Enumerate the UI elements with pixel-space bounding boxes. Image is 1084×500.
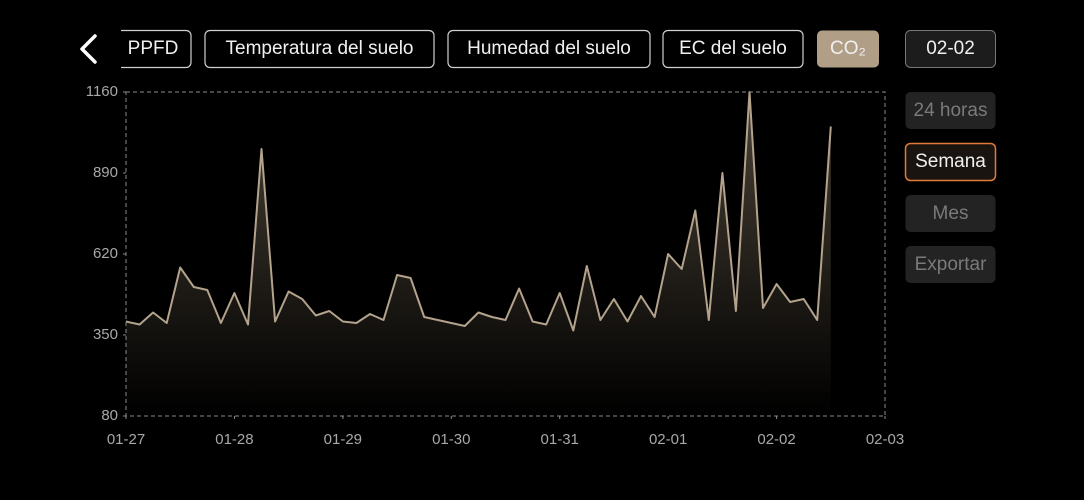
x-tick-label: 01-29 xyxy=(324,431,362,448)
back-button[interactable] xyxy=(80,34,97,64)
side-button-label: Semana xyxy=(915,151,986,172)
side-button[interactable] xyxy=(905,246,996,283)
tab-label: PPFD xyxy=(128,38,179,59)
x-tick-label: 01-27 xyxy=(107,431,145,448)
x-tick-label: 01-28 xyxy=(215,431,253,448)
scroll-mask xyxy=(95,25,121,73)
tab[interactable] xyxy=(662,29,804,69)
date-label: 02-02 xyxy=(926,38,975,59)
side-button-selected[interactable] xyxy=(904,142,997,182)
side-button[interactable] xyxy=(905,92,996,129)
tab-label: EC del suelo xyxy=(679,38,787,59)
x-tick-label: 02-01 xyxy=(649,431,687,448)
x-tick-label: 01-30 xyxy=(432,431,470,448)
plot-frame xyxy=(125,91,886,417)
tab-selected[interactable] xyxy=(817,30,879,68)
tab-label: Temperatura del suelo xyxy=(226,38,414,59)
x-tick-label: 02-03 xyxy=(866,431,904,448)
x-tick-label: 01-31 xyxy=(541,431,579,448)
x-tick-label: 02-02 xyxy=(757,431,795,448)
tab[interactable] xyxy=(204,29,435,69)
chart: 80 350 620 890 1160 01-27 01-28 01-29 01-30 01-31… xyxy=(86,83,904,448)
side-button[interactable] xyxy=(905,195,996,232)
tab[interactable] xyxy=(447,29,651,69)
side-button-label: 24 horas xyxy=(914,100,988,121)
side-button-label: Mes xyxy=(933,203,969,224)
area xyxy=(126,92,831,416)
y-tick-label: 620 xyxy=(93,245,118,262)
y-tick-label: 350 xyxy=(93,326,118,343)
y-tick-label: 80 xyxy=(101,407,118,424)
date-button[interactable] xyxy=(905,30,996,68)
y-tick-label: 890 xyxy=(93,164,118,181)
y-tick-label: 1160 xyxy=(86,83,118,100)
tab-label: CO₂ xyxy=(830,38,866,59)
side-button-label: Exportar xyxy=(915,254,987,275)
tab-label: Humedad del suelo xyxy=(467,38,631,59)
line xyxy=(125,91,832,332)
